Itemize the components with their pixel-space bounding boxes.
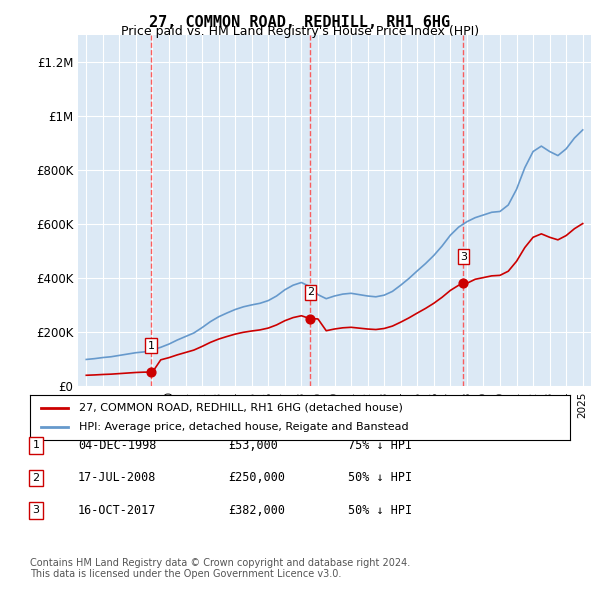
- Text: 27, COMMON ROAD, REDHILL, RH1 6HG (detached house): 27, COMMON ROAD, REDHILL, RH1 6HG (detac…: [79, 403, 403, 412]
- Text: 1: 1: [148, 340, 155, 350]
- Text: £53,000: £53,000: [228, 439, 278, 452]
- Text: 50% ↓ HPI: 50% ↓ HPI: [348, 504, 412, 517]
- Text: 2: 2: [307, 287, 314, 297]
- Text: £382,000: £382,000: [228, 504, 285, 517]
- Text: £250,000: £250,000: [228, 471, 285, 484]
- Text: 50% ↓ HPI: 50% ↓ HPI: [348, 471, 412, 484]
- Point: [458, 278, 468, 288]
- Text: 3: 3: [32, 506, 40, 515]
- Text: 04-DEC-1998: 04-DEC-1998: [78, 439, 157, 452]
- Text: 27, COMMON ROAD, REDHILL, RH1 6HG: 27, COMMON ROAD, REDHILL, RH1 6HG: [149, 15, 451, 30]
- Text: 75% ↓ HPI: 75% ↓ HPI: [348, 439, 412, 452]
- Text: Contains HM Land Registry data © Crown copyright and database right 2024.
This d: Contains HM Land Registry data © Crown c…: [30, 558, 410, 579]
- Text: Price paid vs. HM Land Registry's House Price Index (HPI): Price paid vs. HM Land Registry's House …: [121, 25, 479, 38]
- Point: [146, 368, 156, 377]
- Text: 17-JUL-2008: 17-JUL-2008: [78, 471, 157, 484]
- Point: [305, 314, 315, 324]
- Text: 1: 1: [32, 441, 40, 450]
- Text: HPI: Average price, detached house, Reigate and Banstead: HPI: Average price, detached house, Reig…: [79, 422, 408, 432]
- Text: 16-OCT-2017: 16-OCT-2017: [78, 504, 157, 517]
- Text: 2: 2: [32, 473, 40, 483]
- Text: 3: 3: [460, 252, 467, 262]
